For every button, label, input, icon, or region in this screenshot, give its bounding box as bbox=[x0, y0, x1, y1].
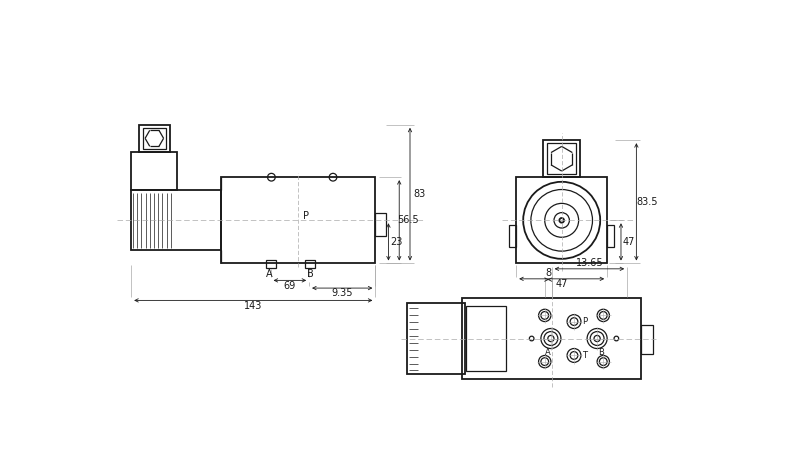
Bar bbox=[266, 261, 276, 268]
Text: B: B bbox=[307, 269, 314, 279]
Bar bbox=[466, 306, 506, 371]
Bar bbox=[516, 177, 607, 263]
Text: 47: 47 bbox=[622, 237, 635, 247]
Bar bbox=[607, 225, 614, 247]
Bar bbox=[462, 298, 641, 379]
Bar bbox=[131, 152, 178, 190]
Text: P: P bbox=[303, 211, 309, 221]
Bar bbox=[510, 225, 516, 247]
Text: 23: 23 bbox=[390, 237, 402, 247]
Bar bbox=[222, 177, 375, 263]
Bar bbox=[641, 325, 654, 354]
Text: A: A bbox=[545, 348, 550, 357]
Bar bbox=[547, 143, 576, 174]
Text: T: T bbox=[582, 351, 587, 360]
Text: 8: 8 bbox=[545, 269, 551, 279]
Text: 83: 83 bbox=[413, 189, 426, 199]
Text: 143: 143 bbox=[244, 301, 262, 311]
Text: P: P bbox=[582, 317, 587, 326]
Text: 13.65: 13.65 bbox=[575, 258, 603, 268]
Bar bbox=[305, 261, 314, 268]
Text: 47: 47 bbox=[555, 279, 568, 289]
Text: 83.5: 83.5 bbox=[637, 197, 658, 207]
Text: 56.5: 56.5 bbox=[398, 215, 419, 225]
Bar bbox=[139, 125, 170, 152]
Bar bbox=[407, 303, 466, 374]
Bar bbox=[143, 128, 166, 148]
Bar bbox=[131, 190, 222, 250]
Bar bbox=[543, 140, 580, 177]
Text: 69: 69 bbox=[284, 281, 296, 291]
Text: A: A bbox=[266, 269, 273, 279]
Text: B: B bbox=[598, 348, 604, 357]
Text: 9.35: 9.35 bbox=[331, 288, 353, 298]
Bar bbox=[375, 213, 386, 237]
